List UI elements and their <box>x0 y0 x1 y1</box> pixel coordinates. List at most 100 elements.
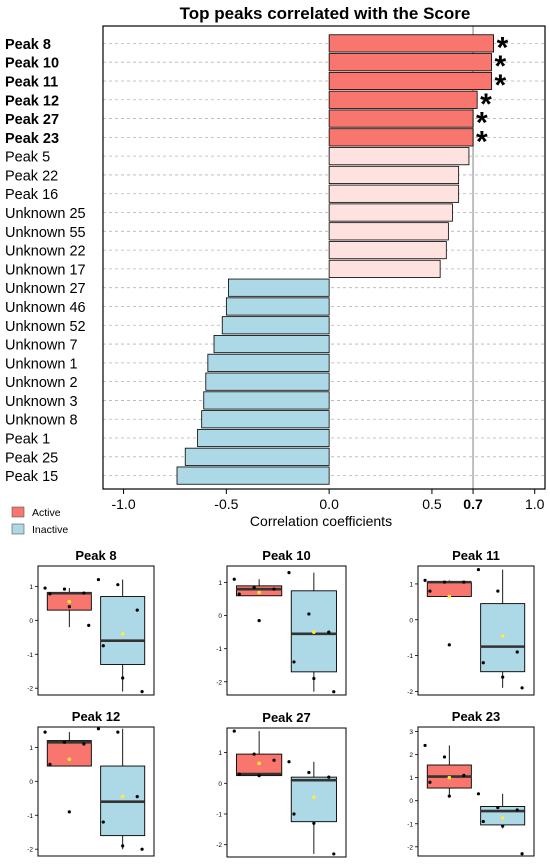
y-tick-label: -1 <box>216 646 222 653</box>
data-point <box>515 808 519 812</box>
mean-point <box>120 632 125 636</box>
category-label: Unknown 2 <box>5 375 78 391</box>
y-tick-label: 1 <box>409 581 413 588</box>
bar <box>328 184 460 203</box>
significance-marker: * <box>476 125 488 158</box>
category-label: Peak 11 <box>5 74 58 90</box>
data-point <box>237 772 241 776</box>
y-tick-label: 1 <box>29 745 33 752</box>
y-tick-label: -1 <box>27 652 33 659</box>
y-tick-label: 2 <box>409 752 413 759</box>
panel-title: Peak 8 <box>75 548 116 563</box>
panel-title: Peak 11 <box>452 548 500 563</box>
y-tick-label: -1 <box>27 813 33 820</box>
y-tick-label: -2 <box>407 689 413 696</box>
data-point <box>48 592 52 596</box>
y-tick-label: 0 <box>29 618 33 625</box>
data-point <box>252 585 256 590</box>
y-tick-label: 0 <box>409 798 413 805</box>
data-point <box>257 774 261 778</box>
data-point <box>307 770 311 775</box>
x-tick-label: 1.0 <box>525 496 545 512</box>
y-tick-label: -2 <box>27 847 33 854</box>
category-label: Peak 23 <box>5 131 59 147</box>
mean-point <box>120 794 125 799</box>
y-tick-label: 1 <box>218 580 222 587</box>
data-point <box>481 661 485 665</box>
bar <box>328 34 495 53</box>
y-tick-label: -1 <box>407 821 413 828</box>
category-label: Unknown 25 <box>5 206 86 222</box>
data-point <box>428 780 432 784</box>
x-tick-label: -0.5 <box>214 496 238 512</box>
data-point <box>292 812 296 816</box>
category-label: Unknown 7 <box>5 338 78 354</box>
data-point <box>135 608 139 612</box>
data-point <box>135 794 139 799</box>
category-label: Unknown 22 <box>5 244 86 260</box>
data-point <box>462 773 466 777</box>
mean-point <box>500 816 505 820</box>
x-axis-title: Correlation coefficients <box>250 513 392 529</box>
y-tick-label: 1 <box>218 750 222 757</box>
category-label: Unknown 8 <box>5 413 78 429</box>
y-tick-label: -1 <box>407 653 413 660</box>
data-point <box>43 586 47 590</box>
boxplot-panel: Peak 27 -2 -1 0 1 <box>216 710 347 858</box>
mean-point <box>67 757 72 762</box>
mean-point <box>447 775 452 780</box>
data-point <box>121 844 125 848</box>
panel-title: Peak 10 <box>262 548 310 563</box>
significance-marker: * <box>495 69 507 102</box>
data-point <box>476 567 481 572</box>
data-point <box>87 623 91 628</box>
y-tick-label: -2 <box>407 844 413 851</box>
bar <box>328 222 449 241</box>
correlation-bar-chart: Top peaks correlated with the Score Peak… <box>5 4 546 536</box>
data-point <box>121 676 125 680</box>
plot-frame <box>102 25 546 490</box>
y-tick-label: 1 <box>29 584 33 591</box>
data-point <box>116 583 120 587</box>
legend: Active Inactive <box>11 506 68 536</box>
category-label: Unknown 27 <box>5 281 86 297</box>
significance-marker: * <box>495 50 507 83</box>
data-point <box>232 577 236 581</box>
data-point <box>312 821 316 825</box>
data-point <box>447 794 451 798</box>
data-point <box>501 675 505 679</box>
mean-point <box>257 761 261 766</box>
data-point <box>496 589 500 593</box>
y-tick-label: 3 <box>409 729 413 736</box>
bar <box>184 447 330 466</box>
category-label: Peak 22 <box>5 168 58 184</box>
category-label: Peak 1 <box>5 432 50 448</box>
data-point <box>62 740 67 744</box>
data-point <box>423 743 427 748</box>
data-point <box>515 650 519 654</box>
data-point <box>67 605 71 609</box>
data-point <box>252 752 256 756</box>
bar <box>328 203 453 222</box>
mean-point <box>500 634 505 638</box>
y-tick-label: -2 <box>216 842 222 849</box>
category-label: Unknown 17 <box>5 262 86 278</box>
bar <box>205 372 330 391</box>
data-point <box>520 686 524 690</box>
legend-label: Inactive <box>32 524 68 536</box>
y-tick-label: 0 <box>218 781 222 788</box>
bar <box>328 71 492 91</box>
legend-label: Active <box>32 507 61 519</box>
category-label: Peak 12 <box>5 93 59 109</box>
category-label: Peak 25 <box>5 450 58 466</box>
data-point <box>332 852 336 856</box>
mean-point <box>312 795 316 799</box>
category-label: Peak 8 <box>5 37 51 53</box>
y-tick-label: 0 <box>218 613 222 620</box>
data-point <box>292 660 296 664</box>
bar <box>207 353 330 372</box>
data-point <box>101 644 105 648</box>
mean-point <box>312 630 316 634</box>
y-tick-label: 0 <box>409 617 413 624</box>
data-point <box>82 742 86 746</box>
